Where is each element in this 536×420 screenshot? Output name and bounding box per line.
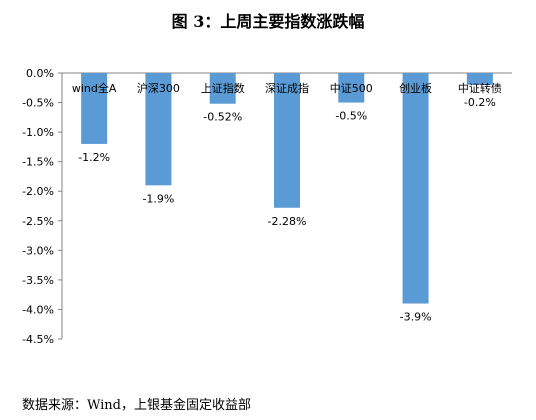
data-label: -1.2% bbox=[78, 151, 110, 164]
chart-title: 图 3：上周主要指数涨跌幅 bbox=[171, 12, 365, 31]
bar bbox=[209, 73, 236, 104]
y-tick-label: -1.0% bbox=[22, 126, 54, 139]
bar bbox=[466, 73, 493, 85]
category-label: 中证500 bbox=[330, 82, 373, 95]
category-label: 深证成指 bbox=[265, 81, 309, 95]
bars bbox=[81, 73, 493, 304]
y-tick-label: -1.5% bbox=[22, 156, 54, 169]
source-note: 数据来源：Wind，上银基金固定收益部 bbox=[22, 398, 251, 413]
data-label: -0.5% bbox=[335, 110, 367, 123]
data-label: -2.28% bbox=[268, 215, 307, 228]
category-label: 上证指数 bbox=[201, 81, 245, 95]
category-label: 创业板 bbox=[399, 81, 432, 95]
data-label: -0.52% bbox=[203, 111, 242, 124]
category-labels: wind全A 沪深300 上证指数 深证成指 中证500 创业板 中证转债 bbox=[72, 81, 502, 95]
bar bbox=[274, 73, 300, 208]
bar bbox=[81, 73, 108, 144]
y-tick-label: -0.5% bbox=[22, 97, 54, 110]
data-label: -0.2% bbox=[464, 96, 496, 109]
y-tick-label: -2.5% bbox=[22, 215, 54, 228]
y-tick-label: -3.0% bbox=[22, 244, 54, 257]
bar bbox=[402, 73, 429, 304]
y-tick-label: -4.5% bbox=[22, 333, 54, 346]
y-axis: 0.0% -0.5% -1.0% -1.5% -2.0% -2.5% -3.0% -3.5% -… bbox=[22, 67, 512, 346]
y-tick-label: -2.0% bbox=[22, 185, 54, 198]
data-label: -3.9% bbox=[400, 311, 432, 324]
y-tick-label: -4.0% bbox=[22, 303, 54, 316]
category-label: wind全A bbox=[72, 81, 117, 95]
data-label: -1.9% bbox=[142, 192, 174, 205]
category-label: 中证转债 bbox=[458, 81, 502, 95]
bar bbox=[145, 73, 172, 186]
y-tick-label: -3.5% bbox=[22, 274, 54, 287]
y-tick-label: 0.0% bbox=[26, 67, 54, 80]
data-labels: -1.2% -1.9% -0.52% -2.28% -0.5% -3.9% -0.2% bbox=[78, 96, 496, 324]
category-label: 沪深300 bbox=[137, 81, 180, 95]
bar bbox=[338, 73, 365, 103]
